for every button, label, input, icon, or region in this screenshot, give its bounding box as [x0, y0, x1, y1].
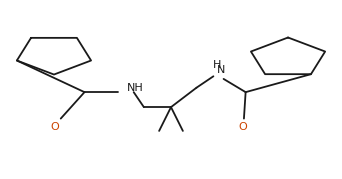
Text: O: O: [51, 122, 60, 132]
Text: NH: NH: [127, 83, 144, 93]
Text: N: N: [217, 65, 225, 75]
Text: H: H: [213, 60, 222, 70]
Text: O: O: [238, 122, 247, 132]
